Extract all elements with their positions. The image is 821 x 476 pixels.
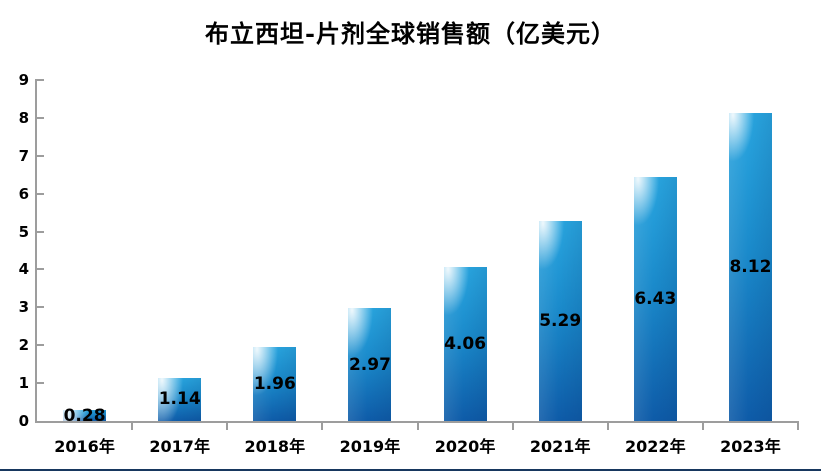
x-tick: [226, 423, 229, 430]
x-tick: [797, 423, 799, 430]
y-axis-label: 9: [18, 71, 29, 89]
y-tick: [37, 192, 44, 195]
y-tick: [37, 116, 44, 119]
bar-value-label: 6.43: [634, 289, 677, 310]
x-axis-label: 2017年: [149, 437, 210, 456]
x-tick: [321, 423, 324, 430]
bar-value-label: 0.28: [63, 405, 106, 426]
bar: 4.06: [443, 267, 487, 421]
x-tick: [131, 423, 134, 430]
y-axis-label: 0: [18, 412, 29, 430]
x-axis-label: 2016年: [54, 437, 115, 456]
y-axis-label: 3: [18, 298, 29, 317]
y-axis-label: 4: [18, 260, 29, 279]
x-axis-line: [35, 421, 799, 423]
x-tick: [701, 423, 704, 430]
y-axis-label: 8: [18, 108, 29, 127]
x-tick: [511, 423, 514, 430]
x-axis-label: 2018年: [244, 437, 306, 456]
x-axis-label: 2021年: [529, 437, 591, 456]
chart-title: 布立西坦-片剂全球销售额（亿美元）: [205, 19, 616, 48]
bar-value-label: 4.06: [444, 334, 487, 355]
x-axis-label: 2023年: [720, 437, 781, 456]
y-axis-label: 6: [18, 184, 29, 203]
bar: 5.29: [538, 220, 582, 421]
y-axis-label: 7: [18, 146, 29, 165]
y-tick: [37, 306, 44, 309]
bar-value-label: 1.96: [253, 373, 296, 394]
y-axis-line: [35, 79, 37, 423]
bar-value-label: 2.97: [348, 354, 391, 375]
bar: 2.97: [348, 308, 392, 421]
bar-value-label: 8.12: [729, 257, 772, 278]
y-tick: [37, 268, 44, 271]
x-axis-label: 2019年: [339, 437, 401, 456]
bar: 0.28: [63, 406, 107, 426]
y-tick: [37, 154, 44, 157]
y-axis-label: 1: [18, 374, 29, 393]
y-tick: [37, 230, 44, 233]
x-axis-label: 2022年: [625, 437, 686, 456]
x-tick: [416, 423, 419, 430]
x-tick: [606, 423, 609, 430]
y-tick: [37, 382, 44, 385]
x-axis-label: 2020年: [434, 437, 496, 456]
bottom-rule: [0, 469, 821, 471]
y-tick: [37, 344, 44, 347]
bar: 8.12: [728, 113, 772, 421]
bar: 6.43: [633, 177, 677, 421]
y-axis-label: 2: [18, 336, 29, 355]
y-tick: [37, 79, 44, 81]
y-axis-label: 5: [18, 222, 29, 241]
bar: 1.96: [253, 346, 297, 421]
bar-value-label: 5.29: [539, 310, 582, 331]
bar-value-label: 1.14: [158, 389, 201, 410]
bar: 1.14: [158, 377, 202, 421]
